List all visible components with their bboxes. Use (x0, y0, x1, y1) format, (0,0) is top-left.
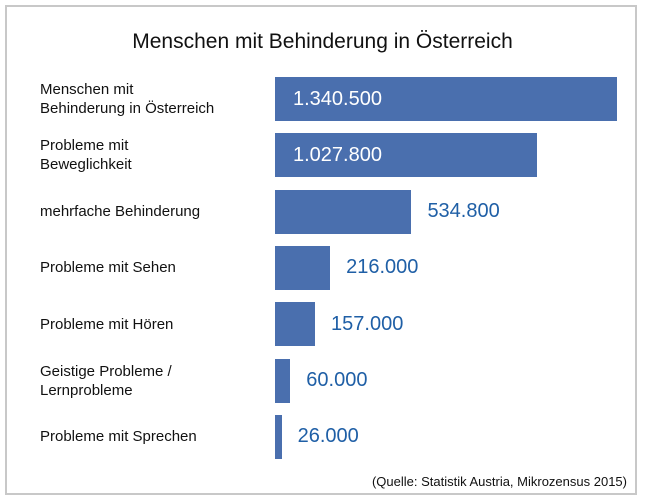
category-label: Probleme mit Hören (40, 315, 174, 333)
value-label: 157.000 (331, 312, 404, 335)
value-label: 26.000 (297, 425, 359, 448)
category-label: Menschen mit Behinderung in Österreich (40, 81, 215, 117)
category-label: Probleme mit Beweglichkeit (40, 137, 132, 174)
value-label: 534.800 (427, 200, 500, 223)
bar (275, 189, 412, 234)
category-label: Probleme mit Sprechen (40, 428, 197, 446)
bar (275, 245, 331, 290)
value-label: 60.000 (306, 369, 368, 391)
source-note: (Quelle: Statistik Austria, Mikrozensus … (371, 474, 627, 489)
bar (275, 414, 282, 459)
bar (275, 358, 291, 403)
category-label: Geistige Probleme / Lernprobleme (40, 362, 172, 399)
category-label: mehrfache Behinderung (40, 203, 201, 221)
bar (275, 77, 617, 121)
value-label: 216.000 (346, 256, 419, 279)
frame (5, 5, 637, 495)
value-label: 1.340.500 (293, 87, 382, 110)
category-label: Probleme mit Sehen (40, 259, 176, 277)
bar (275, 302, 316, 347)
value-label: 1.027.800 (293, 143, 382, 166)
bar (275, 133, 538, 178)
chart-title: Menschen mit Behinderung in Österreich (132, 30, 513, 53)
